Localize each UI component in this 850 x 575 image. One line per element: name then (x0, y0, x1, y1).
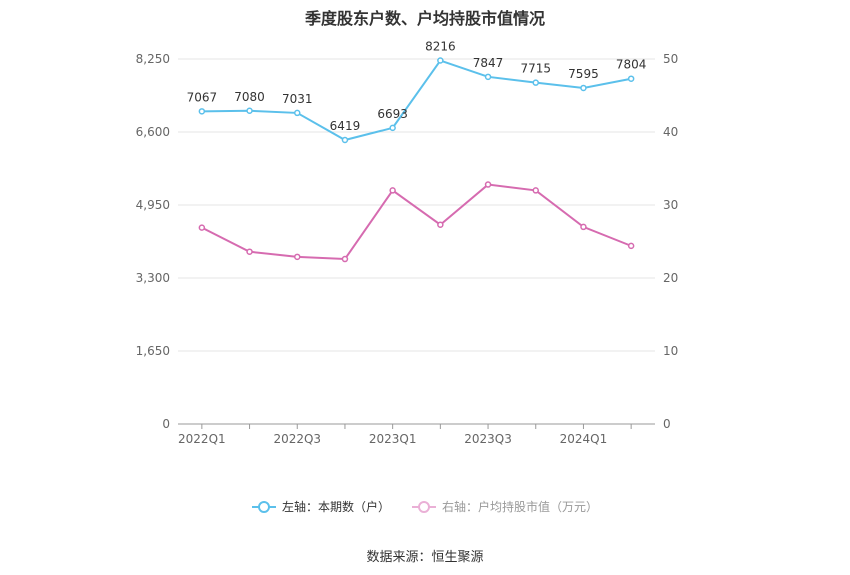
y-right-tick-label: 40 (663, 125, 678, 139)
data-point-left (389, 124, 396, 132)
data-point-right (198, 224, 206, 231)
y-left-tick-label: 1,650 (136, 344, 170, 358)
data-label: 7595 (568, 67, 599, 81)
data-label: 7847 (473, 56, 504, 70)
y-left-tick-label: 6,600 (136, 125, 170, 139)
y-right-tick-label: 10 (663, 344, 678, 358)
legend-right-label: 右轴：户均持股市值（万元） (442, 500, 599, 514)
x-tick-label: 2023Q1 (369, 432, 417, 446)
legend-left-marker-icon (251, 500, 276, 513)
data-point-right (627, 242, 635, 250)
data-point-right (437, 221, 444, 228)
data-point-right (389, 187, 396, 194)
data-point-right (341, 255, 349, 263)
data-point-left (294, 109, 301, 117)
y-right-tick-label: 20 (663, 271, 678, 285)
legend: 左轴：本期数（户） 右轴：户均持股市值（万元） (0, 498, 850, 515)
y-left-tick-label: 8,250 (136, 52, 170, 66)
data-point-left (627, 75, 635, 82)
data-label: 8216 (425, 40, 456, 54)
data-label: 7031 (282, 92, 313, 106)
series-line-right (201, 183, 632, 261)
x-tick-label: 2022Q1 (178, 432, 226, 446)
x-tick-label: 2022Q3 (273, 432, 321, 446)
y-left-tick-label: 4,950 (136, 198, 170, 212)
data-point-left (198, 108, 206, 115)
y-right-tick-label: 0 (663, 417, 671, 431)
y-right-tick-label: 50 (663, 52, 678, 66)
y-left-tick-label: 0 (162, 417, 170, 431)
data-source: 数据来源：恒生聚源 (366, 550, 484, 565)
legend-left-label: 左轴：本期数（户） (281, 500, 390, 514)
data-label: 6419 (330, 119, 361, 133)
x-tick-label: 2023Q3 (464, 432, 512, 446)
legend-right-marker-icon (412, 500, 436, 513)
data-label: 7804 (616, 58, 647, 72)
data-point-right (484, 181, 492, 188)
x-tick-label: 2024Q1 (560, 432, 608, 446)
data-label: 7080 (234, 90, 265, 104)
data-label: 7067 (187, 90, 218, 104)
y-right-tick-label: 30 (663, 198, 678, 212)
chart-title: 季度股东户数、户均持股市值情况 (304, 9, 545, 28)
data-label: 6693 (377, 107, 408, 121)
data-point-left (437, 57, 444, 64)
data-point-right (580, 223, 587, 231)
data-point-right (246, 248, 253, 255)
data-point-right (294, 253, 301, 261)
data-point-left (580, 84, 587, 92)
legend-item-right[interactable]: 右轴：户均持股市值（万元） (412, 498, 598, 515)
series-line-left (201, 59, 632, 142)
data-label: 7715 (520, 62, 551, 76)
data-point-left (246, 107, 253, 115)
line-chart: 0 1,650 3,300 4,950 6,600 8,250 0 10 20 30 40 50 202… (136, 40, 679, 446)
y-left-tick-label: 3,300 (136, 271, 170, 285)
data-point-right (532, 187, 539, 194)
data-point-left (341, 136, 349, 144)
data-point-left (532, 79, 539, 86)
data-point-left (484, 73, 492, 81)
legend-item-left[interactable]: 左轴：本期数（户） (251, 498, 390, 515)
